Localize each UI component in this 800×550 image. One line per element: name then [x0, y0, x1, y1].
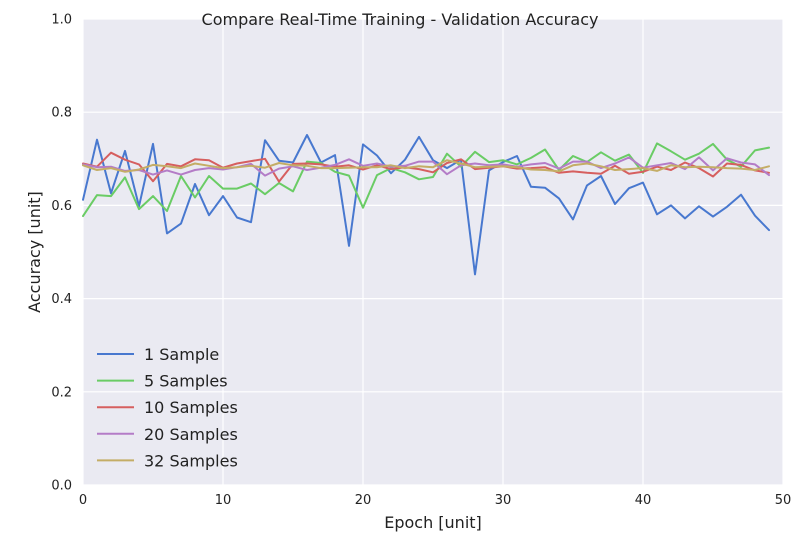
- series-line-1-sample: [82, 134, 770, 276]
- legend-label-5-samples: 5 Samples: [144, 372, 228, 391]
- y-tick-label: 0.4: [51, 292, 72, 307]
- y-axis-ticks: 0.0 0.2 0.4 0.6 0.8 1.0: [51, 13, 72, 494]
- legend-label-1-sample: 1 Sample: [144, 345, 219, 364]
- x-tick-label: 20: [355, 493, 372, 508]
- x-tick-label: 40: [635, 493, 652, 508]
- series-lines: [82, 134, 770, 276]
- series-line-32-samples: [82, 159, 770, 173]
- x-axis-label: Epoch [unit]: [384, 513, 482, 532]
- legend: 1 Sample 5 Samples 10 Samples 20 Samples 32 …: [97, 345, 238, 470]
- legend-label-20-samples: 20 Samples: [144, 425, 238, 444]
- y-tick-label: 0.6: [51, 199, 72, 214]
- legend-label-32-samples: 32 Samples: [144, 451, 238, 470]
- y-tick-label: 1.0: [51, 13, 72, 28]
- y-axis-label: Accuracy [unit]: [25, 191, 44, 313]
- x-tick-label: 0: [79, 493, 87, 508]
- plot-area: [83, 19, 783, 485]
- y-tick-label: 0.8: [51, 106, 72, 121]
- grid: [82, 18, 784, 486]
- series-line-20-samples: [82, 156, 770, 177]
- x-tick-label: 50: [775, 493, 792, 508]
- x-tick-label: 30: [495, 493, 512, 508]
- chart-title: Compare Real-Time Training - Validation …: [202, 10, 599, 29]
- series-line-5-samples: [82, 142, 770, 218]
- y-tick-label: 0.0: [51, 479, 72, 494]
- x-axis-ticks: 0 10 20 30 40 50: [79, 493, 791, 508]
- x-tick-label: 10: [215, 493, 232, 508]
- legend-label-10-samples: 10 Samples: [144, 398, 238, 417]
- y-tick-label: 0.2: [51, 385, 72, 400]
- series-line-10-samples: [82, 151, 770, 183]
